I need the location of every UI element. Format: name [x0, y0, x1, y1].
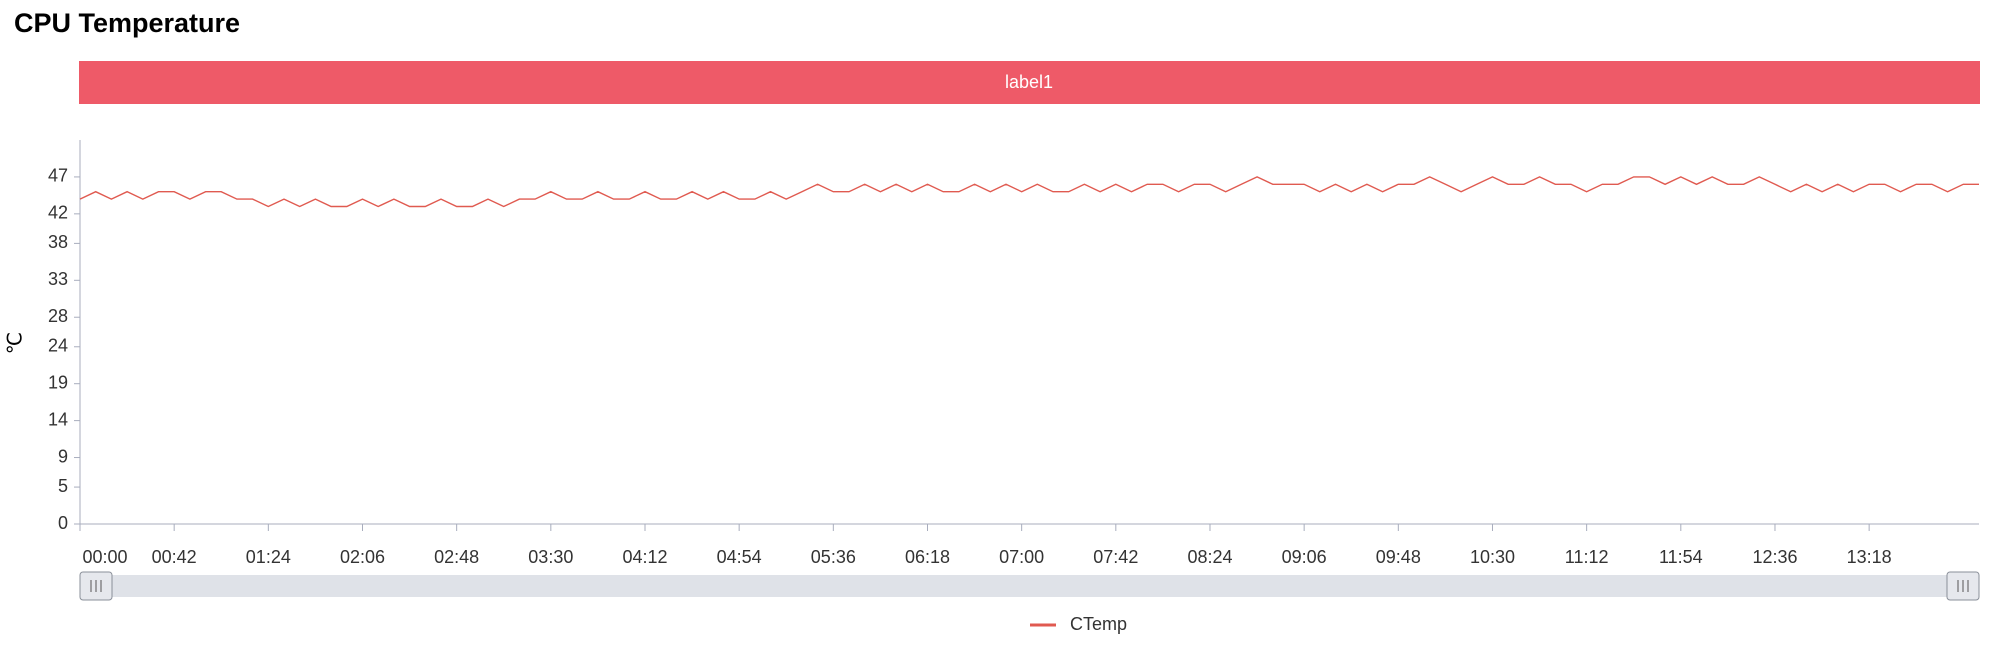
- banner: [79, 61, 1980, 104]
- chart-title: CPU Temperature: [14, 8, 240, 38]
- y-tick-label: 19: [48, 372, 68, 392]
- series-line: [79, 176, 1979, 208]
- y-tick-label: 14: [48, 409, 68, 429]
- x-tick-label: 06:18: [905, 547, 950, 567]
- x-tick-label: 02:48: [434, 547, 479, 567]
- y-tick-label: 28: [48, 306, 68, 326]
- slider-handle[interactable]: [79, 571, 113, 601]
- x-tick-label: 05:36: [811, 547, 856, 567]
- x-tick-label: 11:54: [1659, 547, 1703, 567]
- y-tick-label: 38: [48, 232, 68, 252]
- y-axis-label: ℃: [4, 332, 26, 354]
- legend-label[interactable]: CTemp: [1070, 614, 1127, 634]
- banner-label: label1: [1005, 72, 1053, 92]
- y-tick-label: 9: [58, 446, 68, 466]
- x-tick-label: 11:12: [1565, 547, 1609, 567]
- x-tick-label: 09:06: [1282, 547, 1327, 567]
- zoom-slider[interactable]: [80, 575, 1979, 597]
- x-tick-label: 09:48: [1376, 547, 1421, 567]
- x-tick-label: 10:30: [1470, 547, 1515, 567]
- x-tick-label: 00:42: [152, 547, 197, 567]
- x-tick-label: 13:18: [1847, 547, 1892, 567]
- slider-handle[interactable]: [1946, 571, 1980, 601]
- y-tick-label: 42: [48, 203, 68, 223]
- x-tick-label: 08:24: [1187, 547, 1232, 567]
- x-tick-label: 03:30: [528, 547, 573, 567]
- y-tick-label: 24: [48, 336, 68, 356]
- x-tick-label: 04:12: [622, 547, 667, 567]
- x-tick-label: 07:00: [999, 547, 1044, 567]
- x-tick-label: 02:06: [340, 547, 385, 567]
- x-tick-label: 12:36: [1752, 547, 1797, 567]
- x-tick-label: 00:00: [82, 547, 127, 567]
- x-tick-label: 01:24: [246, 547, 291, 567]
- y-tick-label: 0: [58, 513, 68, 533]
- y-tick-label: 33: [48, 269, 68, 289]
- y-tick-label: 5: [58, 476, 68, 496]
- y-tick-label: 47: [48, 166, 68, 186]
- x-tick-label: 04:54: [717, 547, 762, 567]
- x-tick-label: 07:42: [1093, 547, 1138, 567]
